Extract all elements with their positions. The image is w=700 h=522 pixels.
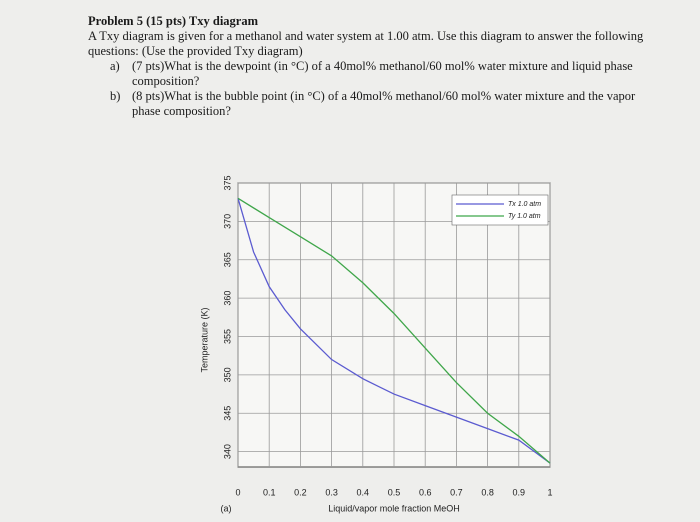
question-label: a) bbox=[110, 59, 120, 73]
series-line bbox=[237, 198, 551, 464]
question: b) (8 pts)What is the bubble point (in °… bbox=[110, 89, 658, 119]
legend-box bbox=[451, 194, 549, 226]
x-tick-label: 0.7 bbox=[450, 487, 463, 497]
y-tick-label: 350 bbox=[222, 367, 232, 382]
series-line bbox=[237, 197, 551, 464]
x-axis-label: Liquid/vapor mole fraction MeOH bbox=[328, 503, 460, 513]
x-tick-label: 0.3 bbox=[325, 487, 338, 497]
question: a) (7 pts)What is the dewpoint (in °C) o… bbox=[110, 59, 658, 89]
x-tick-label: 0.9 bbox=[513, 487, 526, 497]
question-text: (8 pts)What is the bubble point (in °C) … bbox=[132, 89, 636, 118]
x-tick-label: 0.8 bbox=[481, 487, 494, 497]
legend-label: Tx 1.0 atm bbox=[508, 201, 541, 208]
problem: Problem 5 (15 pts) Txy diagram A Txy dia… bbox=[88, 14, 658, 119]
problem-intro: A Txy diagram is given for a methanol an… bbox=[88, 29, 644, 58]
y-tick-label: 340 bbox=[222, 444, 232, 459]
x-tick-label: 1 bbox=[547, 487, 552, 497]
x-tick-label: 0.5 bbox=[388, 487, 401, 497]
y-axis-label: Temperature (K) bbox=[199, 307, 209, 372]
x-tick-label: 0 bbox=[235, 487, 240, 497]
problem-title: Problem 5 (15 pts) Txy diagram bbox=[88, 14, 259, 28]
y-tick-label: 375 bbox=[222, 175, 232, 190]
y-tick-label: 370 bbox=[222, 214, 232, 229]
panel-label: (a) bbox=[221, 503, 232, 513]
y-tick-label: 355 bbox=[222, 329, 232, 344]
x-tick-label: 0.2 bbox=[294, 487, 307, 497]
question-label: b) bbox=[110, 89, 121, 103]
y-tick-label: 345 bbox=[222, 406, 232, 421]
x-tick-label: 0.1 bbox=[263, 487, 276, 497]
x-tick-label: 0.6 bbox=[419, 487, 432, 497]
legend-label: Ty 1.0 atm bbox=[508, 213, 541, 220]
x-tick-label: 0.4 bbox=[357, 487, 370, 497]
y-tick-label: 360 bbox=[222, 291, 232, 306]
y-tick-label: 365 bbox=[222, 252, 232, 267]
question-text: (7 pts)What is the dewpoint (in °C) of a… bbox=[132, 59, 633, 88]
